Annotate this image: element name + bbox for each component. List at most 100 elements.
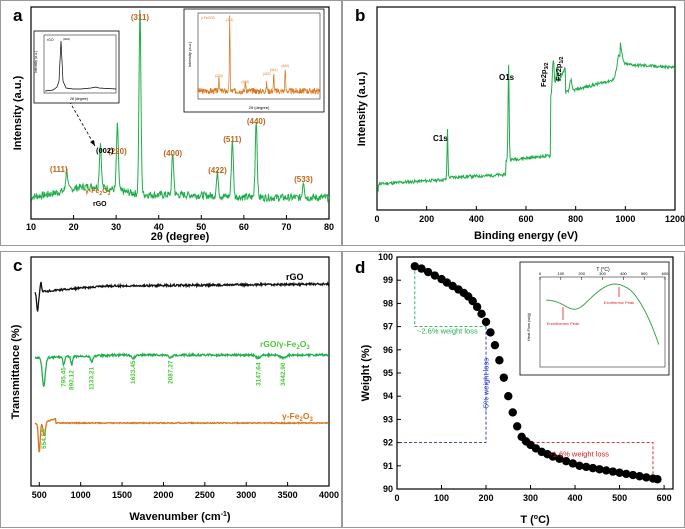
ftir-rgo-label: rGO: [286, 272, 304, 282]
xrd-gfe2o3-label: γ-Fe2O3: [85, 188, 111, 197]
tga-guide-lines: [397, 266, 654, 479]
tga-point: [472, 302, 482, 312]
tga-y-tick-label: 91: [383, 461, 393, 471]
ftir-tick-label: 3500: [278, 490, 298, 500]
tga-y-tick-label: 93: [383, 414, 393, 424]
xrd-inset-right: Intensity (a.u.) 2θ (degree) γ-Fe2O3 (31…: [183, 8, 325, 113]
tga-data-points: [410, 262, 662, 484]
xrd-002-label: (002): [96, 146, 114, 155]
xrd-curve: [30, 9, 330, 203]
tga-point: [410, 262, 420, 271]
inset-peak-label: (220): [215, 74, 223, 78]
tga-point: [477, 309, 486, 319]
tga-point: [486, 328, 495, 337]
xps-tick-label: 0: [374, 214, 379, 224]
tga-point: [588, 463, 598, 473]
ftir-fe2o3-curve: [34, 417, 329, 453]
xrd-plot-frame: [30, 6, 330, 220]
xps-tick-label: 1000: [615, 214, 635, 224]
tga-y-tick-label: 97: [383, 322, 393, 332]
tga-x-tick-label: 300: [523, 493, 538, 503]
xrd-peak-label: (311): [131, 13, 150, 22]
dsc-inset: 0 100 200 300 400 500 600 T (°C) Heat Flow (w/…: [519, 261, 670, 376]
panel-d-label: d: [355, 258, 366, 277]
tga-point: [653, 475, 662, 484]
tga-y-tick-label: 95: [383, 368, 393, 378]
ftir-x-axis-label: Wavenumber (cm-1): [129, 511, 231, 523]
xrd-tick-label: 60: [239, 222, 249, 232]
xps-c1s-label: C1s: [433, 134, 448, 143]
ftir-tick-label: 1500: [112, 490, 132, 500]
ftir-band-label: 1633.45: [130, 360, 137, 384]
xps-o1s-label: O1s: [499, 73, 515, 82]
tga-y-tick-label: 92: [383, 438, 393, 448]
ftir-tick-label: 4000: [319, 490, 339, 500]
svg-text:rGO: rGO: [47, 38, 54, 42]
xrd-peak-label: (533): [294, 175, 313, 184]
ftir-composite-curve: [34, 351, 330, 388]
xps-tick-label: 400: [469, 214, 484, 224]
panel-a-label: a: [13, 6, 23, 25]
tga-y-tick-label: 96: [383, 345, 393, 355]
inset-peak-label: (511): [270, 68, 277, 72]
dsc-tick-label: 0: [539, 271, 542, 276]
panel-d: d 90 91 92 93 94 95 96 97 98 99 100 0 100 200 300 400 5…: [342, 251, 685, 528]
tga-point: [568, 459, 578, 468]
tga-point: [423, 267, 433, 277]
ftir-x-ticks: 500 1000 1500 2000 2500 3000 3500 4000: [32, 482, 339, 500]
tga-x-tick-label: 500: [612, 493, 627, 503]
svg-text:γ-Fe2O3: γ-Fe2O3: [201, 16, 215, 20]
xps-y-axis-label: Intensity (a.u.): [356, 71, 368, 146]
xrd-peak-label: (111): [50, 165, 68, 174]
xps-curve: [377, 42, 676, 193]
dsc-endo-label: Endothermic Peak: [547, 321, 580, 326]
xps-tick-label: 600: [518, 214, 533, 224]
xrd-tick-label: 20: [69, 222, 79, 232]
panel-b: b 0 200 400 600 800 1000 1200 Binding energy (…: [342, 0, 685, 246]
xrd-tick-label: 40: [154, 222, 164, 232]
xrd-peak-label: (220): [108, 147, 127, 156]
inset-peak-label: (440): [281, 64, 289, 68]
tga-x-axis-label: T (oC): [520, 514, 550, 526]
xps-x-axis-label: Binding energy (eV): [474, 230, 578, 242]
inset-arrow-head: [90, 140, 95, 146]
ftir-tick-label: 3000: [236, 490, 256, 500]
xrd-tick-label: 80: [324, 222, 334, 232]
tga-point: [495, 356, 504, 365]
inset-arrow-line: [66, 96, 96, 147]
tga-y-axis-label: Weight (%): [360, 344, 372, 401]
tga-point: [499, 373, 509, 382]
svg-text:2θ (degree): 2θ (degree): [249, 105, 270, 110]
panel-c: c 500 1000 1500 2000 2500 3000 3500 4000 554.50…: [0, 251, 342, 528]
tga-point: [575, 461, 584, 470]
dsc-tick-label: 100: [557, 271, 564, 276]
ftir-band-label: 3147.64: [255, 362, 262, 386]
tga-point: [602, 466, 611, 475]
ftir-tick-label: 500: [32, 490, 47, 500]
ftir-band-label: 892.12: [69, 370, 76, 390]
ftir-band-label: 554.50: [41, 429, 48, 449]
tga-y-tick-label: 100: [378, 252, 393, 262]
tga-x-tick-label: 400: [568, 493, 583, 503]
xrd-peak-label: (422): [208, 166, 227, 175]
tga-point: [581, 462, 591, 472]
inset-peak-label: (311): [226, 18, 233, 22]
xrd-peak-label: (511): [223, 135, 242, 144]
tga-point: [595, 465, 604, 474]
tga-point: [504, 392, 513, 401]
tga-x-ticks: 0 100 200 300 400 500 600: [394, 485, 672, 503]
xps-chart: 0 200 400 600 800 1000 1200 Binding energy (eV…: [356, 6, 685, 242]
xrd-x-ticks: 10 20 30 40 50 60 70 80: [26, 215, 334, 232]
xrd-inset-left: Intensity (a.u.) 2θ (degree) rGO (002): [33, 30, 120, 104]
tga-guide-blue: [397, 326, 487, 444]
tga-annot-1: ~2.6% weight loss: [417, 327, 478, 336]
tga-x-tick-label: 0: [394, 493, 399, 503]
tga-point: [615, 468, 624, 477]
svg-text:2θ (degree): 2θ (degree): [70, 97, 88, 101]
dsc-tick-label: 500: [641, 271, 648, 276]
tga-point: [608, 467, 618, 476]
tga-point: [512, 422, 522, 431]
panel-a: a 10 20 30 40 50 60 70 80 (311) (220) (111) (400) (…: [0, 0, 342, 246]
tga-annot-2: ~5% weight loss: [481, 358, 490, 413]
dsc-tick-label: 300: [599, 271, 606, 276]
